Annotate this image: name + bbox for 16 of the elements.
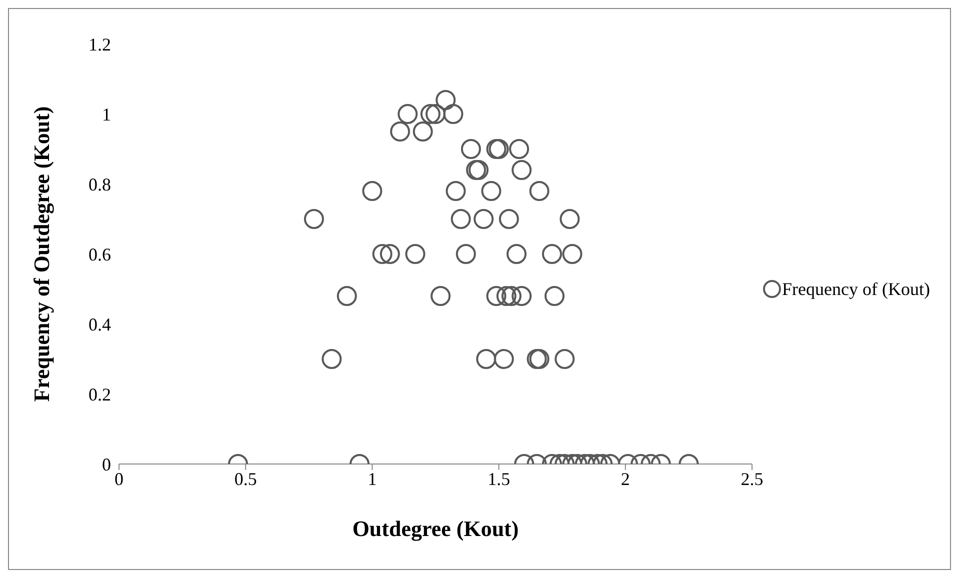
x-tick-label: 0.5 [234,468,257,489]
y-tick-label: 1.2 [88,34,111,54]
y-tick-label: 0.4 [88,314,111,334]
x-tick-label: 2.5 [740,468,764,489]
x-axis-title: Outdegree (Kout) [352,516,519,541]
y-tick-label: 0.8 [88,174,111,194]
x-tick-label: 2 [620,468,630,489]
legend-label: Frequency of (Kout) [782,278,930,300]
y-axis-title: Frequency of Outdegree (Kout) [28,106,54,402]
y-tick-label: 0 [102,454,111,474]
y-tick-label: 0.2 [88,384,111,404]
x-tick-label: 1.5 [488,468,510,489]
y-tick-label: 1 [102,104,111,124]
x-tick-label: 1 [368,468,377,489]
y-tick-label: 0.6 [88,244,111,264]
x-tick-label: 0 [114,468,124,489]
